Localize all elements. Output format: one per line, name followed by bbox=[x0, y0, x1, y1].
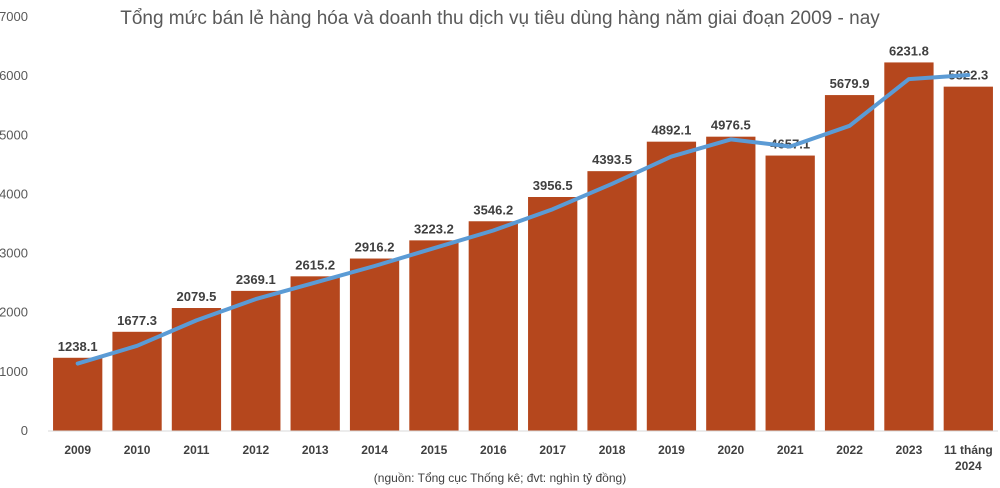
x-tick-label: 2014 bbox=[361, 443, 388, 457]
x-tick-label: 2011 bbox=[183, 443, 209, 457]
trend-line-group bbox=[75, 73, 971, 366]
y-tick-label: 0 bbox=[21, 423, 28, 438]
data-label: 6231.8 bbox=[889, 43, 929, 58]
bar bbox=[706, 136, 756, 431]
bar bbox=[646, 141, 697, 431]
source-note: (nguồn: Tổng cục Thống kê; đvt: nghìn tỷ… bbox=[374, 471, 626, 485]
data-label: 2079.5 bbox=[177, 289, 217, 304]
bar bbox=[528, 197, 578, 431]
trend-line bbox=[75, 73, 971, 366]
x-tick-label: 2018 bbox=[599, 443, 626, 457]
x-tick-label: 2009 bbox=[64, 443, 91, 457]
y-axis: 0 1000 2000 3000 4000 5000 6000 7000 bbox=[0, 9, 28, 438]
bar bbox=[884, 62, 934, 432]
x-tick-label: 2010 bbox=[124, 443, 151, 457]
bar bbox=[943, 86, 993, 432]
bar bbox=[824, 95, 875, 431]
data-label: 1238.1 bbox=[58, 339, 98, 354]
x-tick-label: 11 tháng 2024 bbox=[944, 443, 993, 473]
x-tick-label: 2015 bbox=[421, 443, 448, 457]
y-tick-label: 4000 bbox=[0, 186, 28, 201]
data-label: 4976.5 bbox=[711, 118, 751, 133]
data-label: 1677.3 bbox=[117, 313, 157, 328]
x-tick-label: 2022 bbox=[836, 443, 863, 457]
x-axis: 2009 2010 2011 2012 2013 2014 2015 2016 2017 2018… bbox=[48, 430, 998, 473]
bar bbox=[112, 331, 162, 431]
data-label: 3223.2 bbox=[414, 221, 454, 236]
data-label: 3956.5 bbox=[533, 178, 573, 193]
y-tick-label: 5000 bbox=[0, 127, 28, 142]
y-tick-label: 6000 bbox=[0, 68, 28, 83]
data-label: 3546.2 bbox=[473, 202, 513, 217]
x-tick-label: 2021 bbox=[777, 443, 804, 457]
x-tick-label: 2017 bbox=[539, 443, 566, 457]
data-label: 5679.9 bbox=[830, 76, 870, 91]
y-tick-label: 7000 bbox=[0, 9, 28, 24]
x-tick-label: 2023 bbox=[896, 443, 923, 457]
x-tick-label: 2013 bbox=[302, 443, 329, 457]
y-tick-label: 2000 bbox=[0, 305, 28, 320]
data-label: 4892.1 bbox=[652, 123, 692, 138]
data-label: 4393.5 bbox=[592, 152, 632, 167]
y-tick-label: 3000 bbox=[0, 246, 28, 261]
x-tick-label: 2019 bbox=[658, 443, 685, 457]
bar bbox=[765, 155, 815, 431]
y-tick-label: 1000 bbox=[0, 364, 28, 379]
data-label: 2369.1 bbox=[236, 272, 276, 287]
data-label: 4657.1 bbox=[770, 137, 810, 152]
bar bbox=[587, 171, 637, 431]
bar bbox=[409, 240, 459, 431]
x-tick-label: 2012 bbox=[242, 443, 269, 457]
data-label: 2916.2 bbox=[355, 240, 395, 255]
bar bbox=[53, 357, 103, 431]
bars bbox=[53, 62, 993, 432]
bar bbox=[290, 276, 340, 431]
chart-title: Tổng mức bán lẻ hàng hóa và doanh thu dị… bbox=[120, 8, 880, 29]
x-tick-label: 2020 bbox=[717, 443, 744, 457]
bar bbox=[468, 221, 518, 431]
data-labels: 1238.1 1677.3 2079.5 2369.1 2615.2 2916.2 3223… bbox=[58, 43, 988, 353]
data-label: 2615.2 bbox=[295, 257, 335, 272]
bar bbox=[349, 258, 400, 431]
bar bbox=[231, 290, 281, 431]
x-tick-label: 2016 bbox=[480, 443, 507, 457]
